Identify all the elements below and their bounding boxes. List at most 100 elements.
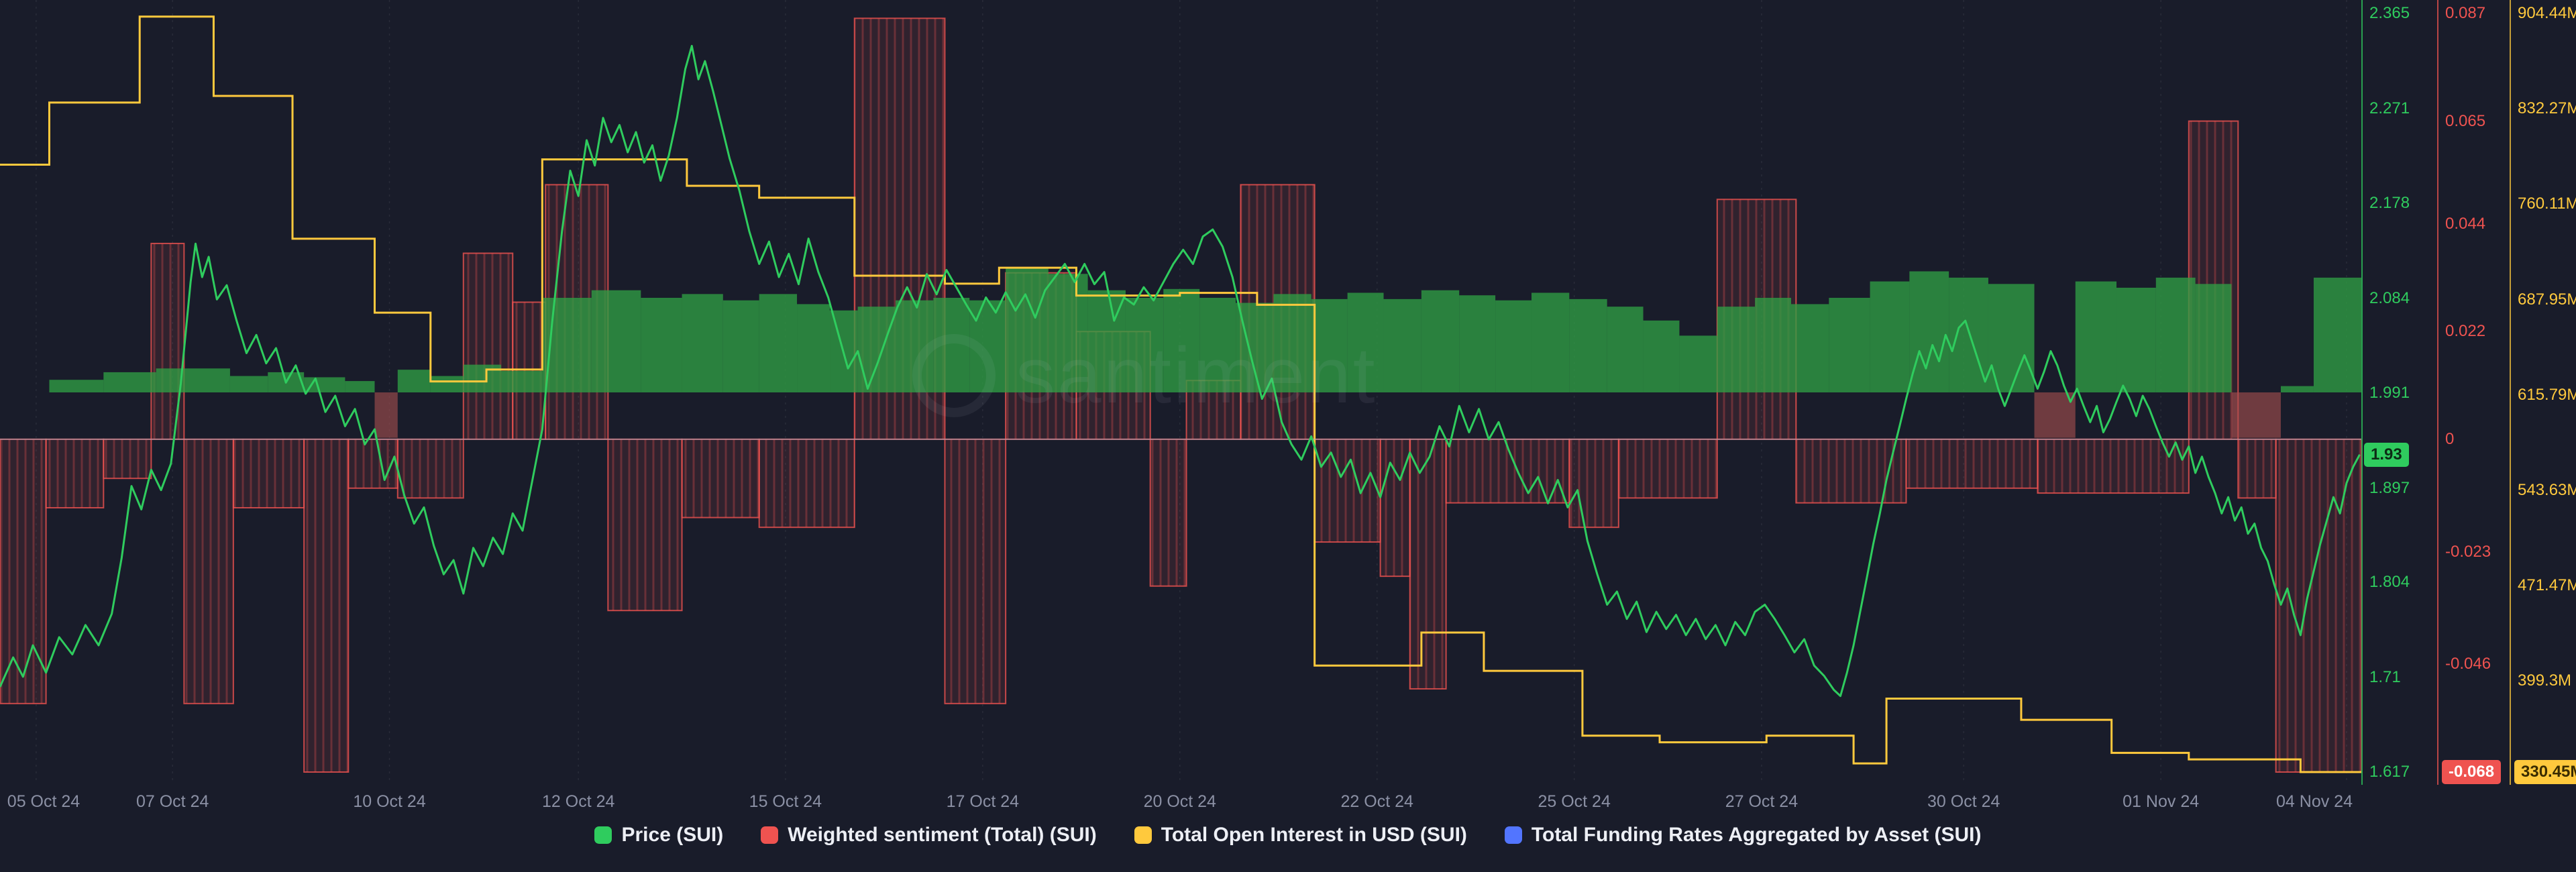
price-chart-plot-area[interactable] [0, 0, 2361, 785]
price-axis-line [2361, 0, 2363, 785]
axis-tick-label: 0 [2445, 429, 2455, 448]
legend-item-price[interactable]: Price (SUI) [594, 824, 723, 847]
axis-tick-label: 1.897 [2369, 478, 2410, 497]
sentiment-legend-swatch-icon [761, 826, 779, 844]
sentiment-step-box [462, 252, 514, 440]
funding-rate-bar [933, 298, 970, 392]
sentiment-step-box [0, 438, 47, 704]
axis-tick-label: 543.63M [2518, 480, 2576, 499]
sentiment-step-box [1617, 438, 1718, 499]
funding-rate-bar [1383, 298, 1421, 392]
funding-rate-bar [1717, 307, 1756, 392]
funding-rate-bar [2280, 386, 2314, 392]
axis-tick-label: 687.95M [2518, 290, 2576, 309]
x-axis-date-label: 27 Oct 24 [1725, 792, 1799, 811]
funding-rate-bar [1421, 290, 1460, 392]
x-axis-date-label: 10 Oct 24 [353, 792, 426, 811]
funding-rate-bar [1909, 271, 1949, 392]
axis-tick-label: 2.271 [2369, 99, 2410, 118]
funding-rate-bar [374, 392, 398, 438]
open-interest-axis[interactable]: 904.44M 832.27M 760.11M 687.95M 615.79M 543.6… [2518, 0, 2576, 785]
sentiment-step-box [396, 438, 464, 499]
funding-rate-bar [49, 380, 104, 392]
x-axis-date-label: 20 Oct 24 [1143, 792, 1216, 811]
funding-rate-bar [1870, 281, 1910, 392]
x-axis-date-label: 12 Oct 24 [542, 792, 615, 811]
funding-rate-bar [1199, 298, 1236, 392]
sentiment-step-box [1905, 438, 2039, 489]
sentiment-step-box [303, 438, 350, 773]
x-axis-date-label: 22 Oct 24 [1340, 792, 1413, 811]
x-axis-date-label: 04 Nov 24 [2276, 792, 2353, 811]
price-current-value-badge: 1.93 [2364, 442, 2409, 467]
funding-rate-bar [1125, 298, 1164, 392]
funding-rate-bar [682, 294, 723, 392]
sentiment-axis[interactable]: 0.087 0.065 0.044 0.022 0 -0.023 -0.046 [2445, 0, 2512, 785]
funding-rate-bar [857, 307, 896, 392]
x-axis-date-label: 01 Nov 24 [2123, 792, 2200, 811]
x-axis-date-label: 07 Oct 24 [136, 792, 209, 811]
legend-item-weighted-sentiment[interactable]: Weighted sentiment (Total) (SUI) [761, 824, 1097, 847]
open-interest-legend-swatch-icon [1134, 826, 1152, 844]
axis-tick-label: 615.79M [2518, 385, 2576, 404]
legend-item-funding-rates[interactable]: Total Funding Rates Aggregated by Asset … [1504, 824, 1982, 847]
axis-tick-label: -0.023 [2445, 542, 2491, 561]
legend-label: Price (SUI) [621, 824, 724, 846]
sentiment-step-box [103, 438, 152, 480]
funding-rate-bar [1531, 292, 1570, 392]
funding-rate-bar [2313, 277, 2361, 392]
sentiment-step-box [1149, 438, 1187, 587]
axis-tick-label: 1.991 [2369, 383, 2410, 402]
sentiment-step-box [1409, 438, 1447, 690]
axis-tick-label: 471.47M [2518, 576, 2576, 595]
sentiment-step-box [1795, 438, 1907, 504]
funding-rate-bar [591, 290, 641, 392]
funding-rate-bar [1755, 298, 1792, 392]
funding-rate-bar [1829, 298, 1870, 392]
x-axis-date-label: 15 Oct 24 [749, 792, 822, 811]
price-line [0, 44, 2361, 698]
sentiment-step-box [1568, 438, 1619, 529]
legend-label: Total Open Interest in USD (SUI) [1161, 824, 1467, 846]
axis-tick-label: 904.44M [2518, 4, 2576, 22]
legend-label: Weighted sentiment (Total) (SUI) [788, 824, 1097, 846]
funding-rate-bar [397, 370, 431, 392]
funding-rate-bar [2155, 277, 2196, 392]
axis-tick-label: -0.046 [2445, 655, 2491, 673]
sentiment-axis-line [2437, 0, 2438, 785]
funding-rate-bar [1988, 284, 2035, 392]
funding-rate-bar [1495, 300, 1532, 392]
funding-rate-bar [103, 372, 156, 392]
funding-rate-bar [969, 300, 1006, 392]
funding-rate-bar [1347, 292, 1384, 392]
funding-rate-bar [2195, 284, 2232, 392]
funding-rate-bar [1459, 295, 1496, 392]
x-axis[interactable]: 05 Oct 24 07 Oct 24 10 Oct 24 12 Oct 24 15 O… [0, 792, 2361, 814]
funding-rate-bar [641, 298, 682, 392]
sentiment-step-box [944, 438, 1007, 704]
legend-item-open-interest[interactable]: Total Open Interest in USD (SUI) [1134, 824, 1467, 847]
funding-rate-bar [1569, 298, 1607, 392]
sentiment-step-box [681, 438, 760, 519]
funding-rate-bar [156, 368, 230, 392]
sentiment-step-box [347, 438, 398, 489]
axis-tick-label: 1.804 [2369, 573, 2410, 592]
axis-tick-label: 0.087 [2445, 4, 2486, 22]
x-axis-date-label: 05 Oct 24 [7, 792, 80, 811]
x-axis-date-label: 17 Oct 24 [946, 792, 1020, 811]
funding-rate-bar [501, 371, 543, 392]
price-axis[interactable]: 2.365 2.271 2.178 2.084 1.991 1.897 1.804 1.71 1… [2369, 0, 2436, 785]
sentiment-step-box [2275, 438, 2361, 773]
funding-rate-bar [1791, 304, 1829, 392]
funding-rate-bar [2075, 281, 2117, 392]
funding-rate-bar [1311, 298, 1348, 392]
sentiment-step-box [1379, 438, 1411, 578]
funding-rate-bar [430, 376, 464, 392]
funding-rate-bar [229, 376, 268, 392]
axis-tick-label: 760.11M [2518, 195, 2576, 213]
open-interest-current-value-badge: 330.45M [2514, 760, 2576, 784]
funding-rate-bar [345, 381, 375, 392]
funding-rate-bar [797, 304, 830, 392]
funding-rate-bar [722, 300, 759, 392]
sentiment-step-box [1313, 438, 1381, 543]
